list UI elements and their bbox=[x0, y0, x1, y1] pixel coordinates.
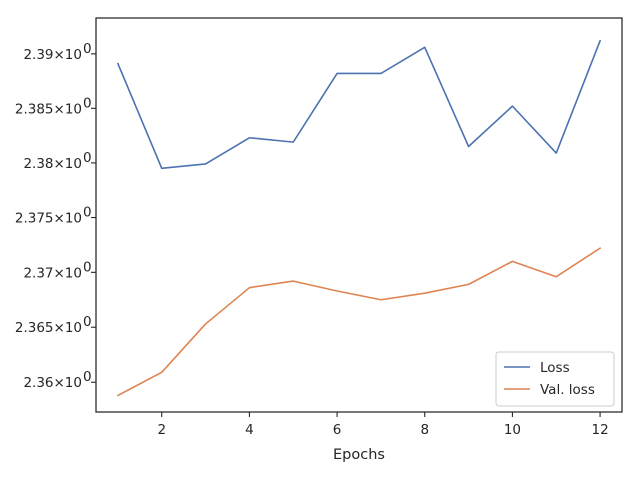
y-tick-exponent: 0 bbox=[83, 369, 92, 385]
y-tick-label: 2.37×10 bbox=[23, 265, 82, 281]
x-tick-label: 10 bbox=[504, 422, 521, 438]
y-tick-exponent: 0 bbox=[83, 150, 92, 166]
y-tick-exponent: 0 bbox=[83, 259, 92, 275]
y-tick-exponent: 0 bbox=[83, 41, 92, 57]
y-tick-label: 2.38×10 bbox=[23, 156, 82, 172]
y-axis: 2.36×10 02.365×10 02.37×10 02.375×10 02.38×1… bbox=[15, 41, 96, 391]
y-tick-label: 2.385×10 bbox=[15, 101, 82, 117]
y-tick-label: 2.36×10 bbox=[23, 375, 82, 391]
y-tick-exponent: 0 bbox=[83, 95, 92, 111]
x-axis-label: Epochs bbox=[333, 447, 385, 463]
y-tick-label: 2.39×10 bbox=[23, 47, 82, 63]
x-tick-label: 8 bbox=[420, 422, 429, 438]
legend-box bbox=[495, 351, 615, 407]
x-tick-label: 2 bbox=[157, 422, 166, 438]
y-tick-exponent: 0 bbox=[83, 205, 92, 221]
x-axis: 2 4 6 8 10 12 bbox=[157, 412, 609, 438]
x-tick-label: 12 bbox=[591, 422, 608, 438]
x-tick-label: 4 bbox=[245, 422, 254, 438]
y-tick-label: 2.365×10 bbox=[15, 320, 82, 336]
x-tick-label: 6 bbox=[333, 422, 342, 438]
series-layer bbox=[116, 39, 602, 397]
series-line-2 bbox=[116, 247, 602, 397]
legend-label-1: Loss bbox=[540, 360, 570, 376]
legend: Loss Val. loss bbox=[495, 351, 615, 407]
y-tick-exponent: 0 bbox=[83, 314, 92, 330]
y-tick-label: 2.375×10 bbox=[15, 211, 82, 227]
plot-frame bbox=[95, 17, 623, 413]
series-line-1 bbox=[116, 39, 602, 170]
legend-label-2: Val. loss bbox=[540, 382, 595, 398]
